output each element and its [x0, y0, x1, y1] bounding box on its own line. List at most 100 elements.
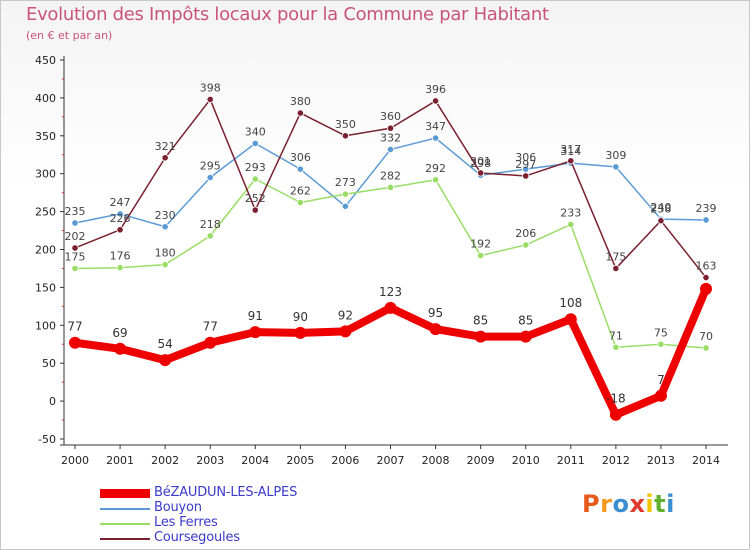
data-label: 273 — [335, 176, 356, 189]
x-tick-label: 2009 — [467, 454, 495, 467]
chart-title: Evolution des Impôts locaux pour la Comm… — [26, 4, 549, 25]
data-point — [431, 134, 440, 142]
data-point — [612, 163, 620, 171]
data-label: 175 — [65, 250, 86, 263]
data-point — [522, 172, 530, 180]
x-tick-label: 2006 — [331, 454, 359, 467]
data-point — [159, 354, 172, 367]
data-label: 163 — [696, 260, 717, 273]
data-point — [204, 336, 217, 349]
x-tick-label: 2000 — [61, 454, 89, 467]
data-point — [339, 325, 352, 338]
x-tick-label: 2010 — [512, 454, 540, 467]
y-tick-label: 100 — [35, 319, 56, 332]
data-point — [431, 176, 440, 184]
data-point — [206, 232, 214, 240]
data-point — [71, 219, 79, 227]
data-label: 347 — [425, 120, 446, 133]
data-label: 69 — [112, 326, 127, 340]
data-label: 95 — [428, 306, 443, 320]
x-tick-label: 2004 — [241, 454, 269, 467]
data-label: 350 — [335, 118, 356, 131]
data-point — [251, 139, 259, 147]
data-label: 202 — [65, 230, 86, 243]
x-tick-label: 2012 — [602, 454, 630, 467]
data-point — [700, 282, 712, 295]
data-point — [386, 145, 395, 154]
logo-letter: o — [612, 490, 630, 518]
logo-letter: P — [582, 490, 601, 518]
data-point — [114, 342, 127, 355]
legend-label: BéZAUDUN-LES-ALPES — [154, 485, 298, 500]
data-point — [431, 97, 440, 105]
data-label: 85 — [518, 314, 533, 328]
data-label: 235 — [65, 205, 86, 218]
data-point — [116, 210, 124, 218]
data-label: 92 — [338, 308, 353, 322]
data-point — [657, 217, 665, 225]
data-label: 340 — [245, 125, 266, 138]
legend-swatch — [100, 523, 150, 525]
data-label: 77 — [67, 320, 82, 334]
data-label: 298 — [470, 157, 491, 170]
x-tick-label: 2007 — [377, 454, 405, 467]
data-point — [567, 157, 575, 165]
data-point — [116, 264, 124, 272]
x-tick-label: 2001 — [106, 454, 134, 467]
data-point — [341, 202, 350, 210]
data-label: 233 — [560, 206, 581, 219]
legend-label: Bouyon — [154, 500, 202, 515]
legend-swatch — [100, 489, 150, 498]
y-tick-label: 250 — [35, 206, 56, 219]
data-label: 398 — [200, 81, 221, 94]
data-point — [251, 206, 259, 214]
data-point — [116, 226, 124, 234]
data-label: 314 — [560, 145, 581, 158]
data-point — [609, 408, 622, 421]
data-point — [702, 216, 710, 224]
data-point — [477, 169, 485, 177]
logo-letter: r — [600, 490, 613, 518]
data-point — [296, 165, 304, 173]
proxiti-logo: Proxiti — [582, 490, 675, 518]
y-tick-label: 350 — [35, 130, 56, 143]
data-point — [69, 336, 81, 349]
data-point — [702, 273, 710, 282]
y-tick-label: 50 — [42, 357, 56, 370]
y-tick-label: 0 — [49, 395, 56, 408]
x-tick-label: 2013 — [647, 454, 675, 467]
data-point — [386, 124, 395, 132]
data-label: 240 — [650, 201, 671, 214]
data-point — [206, 95, 214, 104]
data-label: 332 — [380, 131, 401, 144]
data-label: 293 — [245, 161, 266, 174]
data-label: 180 — [155, 247, 176, 260]
x-tick-label: 2005 — [286, 454, 314, 467]
data-point — [522, 241, 530, 249]
data-label: 176 — [110, 250, 131, 263]
data-point — [612, 343, 620, 351]
data-label: 360 — [380, 110, 401, 123]
data-point — [249, 326, 262, 339]
data-point — [71, 244, 79, 252]
data-label: 192 — [470, 238, 491, 251]
legend-swatch — [100, 538, 150, 540]
data-label: 71 — [609, 329, 623, 342]
logo-letter: i — [666, 490, 675, 518]
data-label: 90 — [293, 310, 308, 324]
data-label: -18 — [606, 392, 626, 406]
data-label: 317 — [560, 143, 581, 156]
data-point — [564, 313, 577, 326]
y-tick-label: 400 — [35, 92, 56, 105]
data-point — [161, 223, 169, 231]
data-label: 380 — [290, 95, 311, 108]
data-label: 262 — [290, 185, 311, 198]
data-label: 306 — [290, 151, 311, 164]
series-line-les-ferres — [74, 178, 707, 349]
data-point — [522, 165, 530, 173]
x-tick-label: 2011 — [557, 454, 585, 467]
data-label: 108 — [559, 296, 582, 310]
data-point — [386, 183, 395, 191]
legend-label: Les Ferres — [154, 515, 218, 530]
